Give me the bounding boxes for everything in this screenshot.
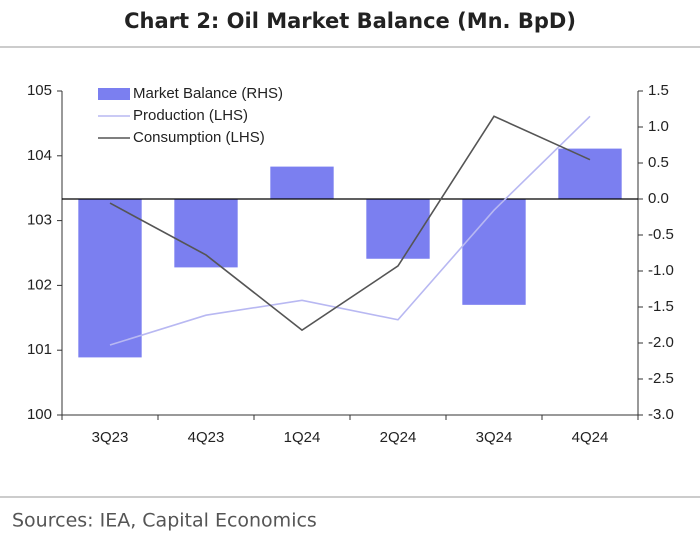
y-tick-label: 102: [27, 276, 52, 293]
y-tick-label: 100: [27, 406, 52, 423]
x-tick-label: 4Q24: [572, 429, 609, 446]
y2-tick-label: 1.5: [648, 82, 669, 99]
x-tick-label: 1Q24: [284, 429, 321, 446]
bar: [462, 199, 526, 305]
bar: [366, 199, 430, 259]
bar: [270, 166, 334, 199]
y-tick-label: 101: [27, 341, 52, 358]
bar: [174, 199, 238, 268]
legend-label: Market Balance (RHS): [133, 85, 283, 102]
line: [109, 115, 591, 346]
legend-label: Production (LHS): [133, 107, 248, 124]
x-tick-label: 3Q24: [476, 429, 513, 446]
y-tick-label: 103: [27, 212, 52, 229]
y2-tick-label: 0.0: [648, 190, 669, 207]
source: Sources: IEA, Capital Economics: [12, 510, 317, 532]
y2-tick-label: -2.5: [648, 370, 674, 387]
y2-tick-label: 1.0: [648, 118, 669, 135]
x-tick-label: 2Q24: [380, 429, 417, 446]
x-tick-label: 3Q23: [92, 429, 129, 446]
legend-swatch: [98, 88, 130, 100]
y-tick-label: 105: [27, 82, 52, 99]
y2-tick-label: -1.0: [648, 262, 674, 279]
x-tick-label: 4Q23: [188, 429, 225, 446]
y-tick-label: 104: [27, 147, 52, 164]
bar: [78, 199, 142, 358]
y2-tick-label: -0.5: [648, 226, 674, 243]
bar: [558, 148, 622, 199]
y2-tick-label: -1.5: [648, 298, 674, 315]
legend-label: Consumption (LHS): [133, 129, 265, 146]
y2-tick-label: 0.5: [648, 154, 669, 171]
y2-tick-label: -3.0: [648, 406, 674, 423]
line: [109, 115, 591, 332]
chart-title: Chart 2: Oil Market Balance (Mn. BpD): [124, 9, 576, 33]
y2-tick-label: -2.0: [648, 334, 674, 351]
